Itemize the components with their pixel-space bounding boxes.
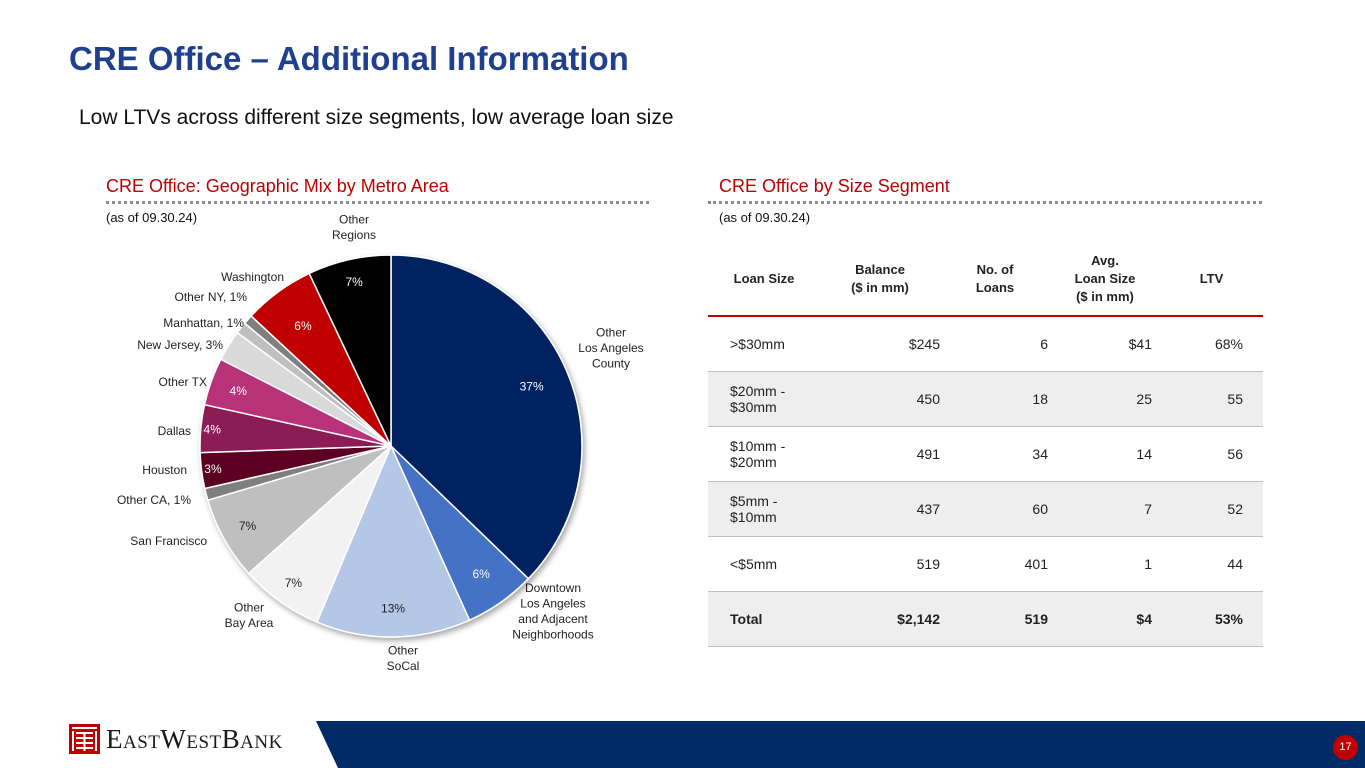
pie-slice	[315, 444, 471, 638]
table-cell: 56	[1160, 426, 1263, 482]
table-cell: $2,142	[820, 591, 940, 647]
table-row: <$5mm 519 401 1 44	[708, 536, 1263, 592]
pie-slice-category-label: Other NY, 1%	[175, 290, 248, 304]
page-title: CRE Office – Additional Information	[69, 40, 629, 77]
pie-slice-category-label: Houston	[142, 463, 187, 477]
east-west-bank-logo: EastWestBank	[69, 723, 283, 755]
pie-slice-category-label: San Francisco	[130, 534, 207, 548]
table-row: $10mm - $20mm 491 34 14 56	[708, 426, 1263, 482]
pie-section-divider	[106, 201, 649, 204]
table-cell: 401	[940, 536, 1050, 592]
table-total-row: Total $2,142 519 $4 53%	[708, 591, 1263, 647]
pie-slice-percent-label: 6%	[472, 567, 490, 581]
table-row: $20mm - $30mm 450 18 25 55	[708, 371, 1263, 427]
table-cell: $245	[820, 316, 940, 372]
table-cell: 519	[820, 536, 940, 592]
table-as-of-date: (as of 09.30.24)	[719, 210, 811, 225]
table-cell: 53%	[1160, 591, 1263, 647]
table-cell: 450	[820, 371, 940, 427]
geographic-mix-pie-chart: 37% 6% 13% 7% 7% 3% 4% 4% 6% 7% Other Los Angeles C…	[117, 212, 644, 673]
table-cell: $4	[1050, 591, 1160, 647]
table-cell: 44	[1160, 536, 1263, 592]
table-cell: 60	[940, 481, 1050, 537]
pie-slice-category-label: Other TX	[159, 375, 207, 389]
table-cell: 437	[820, 481, 940, 537]
table-cell: $20mm - $30mm	[708, 371, 820, 427]
pie-slice-percent-label: 4%	[204, 423, 222, 437]
table-row: $5mm - $10mm 437 60 7 52	[708, 481, 1263, 537]
table-cell: 34	[940, 426, 1050, 482]
pie-slice-percent-label: 13%	[381, 601, 405, 615]
size-segment-table: Loan Size Balance ($ in mm) No. of Loans A…	[708, 243, 1263, 647]
header-no-of-loans: No. of Loans	[940, 243, 1050, 317]
table-cell: $10mm - $20mm	[708, 426, 820, 482]
table-cell: 14	[1050, 426, 1160, 482]
header-loan-size: Loan Size	[708, 243, 820, 317]
table-cell: <$5mm	[708, 536, 820, 592]
page-subtitle: Low LTVs across different size segments,…	[79, 106, 674, 129]
bank-logo-icon	[69, 724, 100, 754]
pie-slice-category-label: Other Los Angeles County	[578, 326, 643, 371]
table-cell: 55	[1160, 371, 1263, 427]
pie-slice-percent-label: 7%	[239, 519, 257, 533]
table-header-row: Loan Size Balance ($ in mm) No. of Loans A…	[708, 243, 1263, 317]
pie-slice-percent-label: 7%	[285, 576, 303, 590]
pie-slice-category-label: Other CA, 1%	[117, 493, 191, 507]
page-number: 17	[1333, 735, 1358, 760]
table-section-heading: CRE Office by Size Segment	[719, 176, 950, 196]
table-cell: 25	[1050, 371, 1160, 427]
pie-slice	[308, 254, 392, 447]
table-section-divider	[708, 201, 1262, 204]
table-row: >$30mm $245 6 $41 68%	[708, 316, 1263, 372]
table-cell: 7	[1050, 481, 1160, 537]
header-ltv: LTV	[1160, 243, 1263, 317]
pie-slice-category-label: Dallas	[158, 424, 191, 438]
table-cell: 68%	[1160, 316, 1263, 372]
pie-slice-percent-label: 3%	[204, 462, 222, 476]
pie-slice-category-label: Washington	[221, 270, 284, 284]
pie-slice-category-label: Manhattan, 1%	[163, 316, 244, 330]
pie-slice-category-label: New Jersey, 3%	[137, 338, 223, 352]
table-cell: 6	[940, 316, 1050, 372]
table-cell: $5mm - $10mm	[708, 481, 820, 537]
table-cell: $41	[1050, 316, 1160, 372]
header-balance: Balance ($ in mm)	[820, 243, 940, 317]
table-cell: Total	[708, 591, 820, 647]
pie-slice-percent-label: 4%	[230, 384, 248, 398]
logo-text: EastWestBank	[106, 723, 283, 754]
pie-slice-category-label: Other Regions	[332, 212, 376, 242]
pie-slice-percent-label: 37%	[520, 379, 544, 393]
table-cell: 52	[1160, 481, 1263, 537]
pie-slice-category-label: Other Bay Area	[225, 600, 274, 630]
table-cell: >$30mm	[708, 316, 820, 372]
table-cell: 18	[940, 371, 1050, 427]
header-avg-loan-size: Avg. Loan Size ($ in mm)	[1050, 243, 1160, 317]
pie-slice-percent-label: 7%	[345, 275, 363, 289]
table-cell: 519	[940, 591, 1050, 647]
table-cell: 491	[820, 426, 940, 482]
pie-as-of-date: (as of 09.30.24)	[106, 210, 198, 225]
table-cell: 1	[1050, 536, 1160, 592]
pie-slice	[390, 254, 583, 580]
pie-slice-category-label: Downtown Los Angeles and Adjacent Neighborh…	[512, 581, 593, 642]
pie-slice-percent-label: 6%	[294, 319, 312, 333]
pie-slice-category-label: Other SoCal	[387, 643, 420, 673]
pie-section-heading: CRE Office: Geographic Mix by Metro Area	[106, 176, 449, 196]
